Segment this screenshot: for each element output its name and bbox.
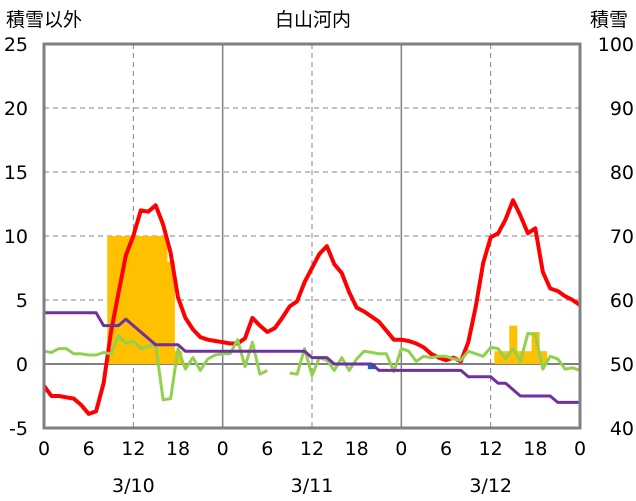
bar [144,236,153,364]
bar [494,351,503,364]
date-label: 3/11 [291,475,334,497]
right-tick-label: 100 [598,34,634,56]
date-label: 3/10 [112,475,155,497]
bar [151,236,160,364]
left-tick-label: 0 [16,354,28,376]
right-tick-label: 90 [610,98,634,120]
left-tick-label: 15 [4,162,28,184]
x-tick-label: 18 [166,438,190,460]
left-tick-label: 25 [4,34,28,56]
bar-series-group [107,236,548,370]
bar [509,325,518,364]
left-tick-label: 10 [4,226,28,248]
x-tick-label: 18 [345,438,369,460]
line-series-group [42,198,582,416]
left-tick-label: 20 [4,98,28,120]
x-tick-label: 12 [300,438,324,460]
bar [166,261,175,364]
bar [367,364,376,370]
right-tick-label: 70 [610,226,634,248]
x-tick-label: 6 [83,438,95,460]
grid-lines [44,44,580,428]
bar [524,351,533,364]
x-tick-label: 0 [38,438,50,460]
series-line [44,311,580,404]
x-tick-label: 0 [574,438,586,460]
bar [122,236,131,364]
x-tick-label: 6 [261,438,273,460]
chart-title: 白山河内 [275,9,351,31]
x-tick-label: 18 [523,438,547,460]
bar [531,332,540,364]
right-axis-label: 積雪 [590,9,628,31]
right-tick-label: 80 [610,162,634,184]
bar [107,236,116,364]
date-label: 3/12 [469,475,512,497]
right-tick-label: 50 [610,354,634,376]
x-tick-label: 12 [121,438,145,460]
x-tick-label: 0 [395,438,407,460]
bar [174,351,183,364]
right-tick-label: 60 [610,290,634,312]
right-tick-label: 40 [610,418,634,440]
plot-area [42,42,582,430]
bar [159,236,168,364]
bar [137,236,146,364]
left-tick-label: 5 [16,290,28,312]
bar [539,351,548,364]
x-tick-label: 0 [217,438,229,460]
left-axis-label: 積雪以外 [6,9,82,31]
series-line [42,198,582,416]
x-tick-label: 12 [479,438,503,460]
x-tick-label: 6 [440,438,452,460]
left-tick-label: -5 [9,418,28,440]
bar [129,236,138,364]
